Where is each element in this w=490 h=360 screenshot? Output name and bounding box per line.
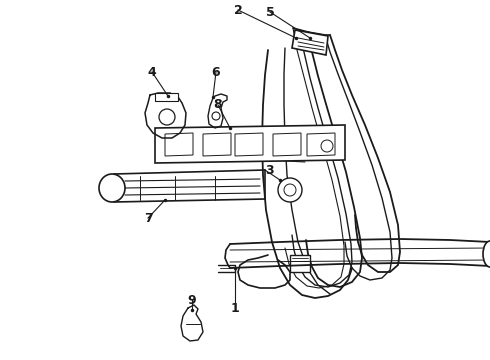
Circle shape [212,112,220,120]
Circle shape [284,184,296,196]
Text: 2: 2 [234,4,243,17]
Ellipse shape [483,241,490,267]
Text: 6: 6 [212,66,220,78]
Circle shape [278,178,302,202]
Polygon shape [235,133,263,156]
Polygon shape [155,93,178,101]
Text: 8: 8 [214,99,222,112]
Polygon shape [155,125,345,163]
Polygon shape [290,255,310,272]
Polygon shape [292,30,328,55]
Circle shape [159,109,175,125]
Text: 7: 7 [144,211,152,225]
Text: 5: 5 [266,5,274,18]
Text: 3: 3 [265,163,273,176]
Text: 4: 4 [147,66,156,78]
Polygon shape [165,133,193,156]
Polygon shape [273,133,301,156]
Polygon shape [203,133,231,156]
Text: 9: 9 [188,293,196,306]
Circle shape [321,140,333,152]
Ellipse shape [99,174,125,202]
Polygon shape [307,133,335,156]
Text: 1: 1 [231,302,240,315]
